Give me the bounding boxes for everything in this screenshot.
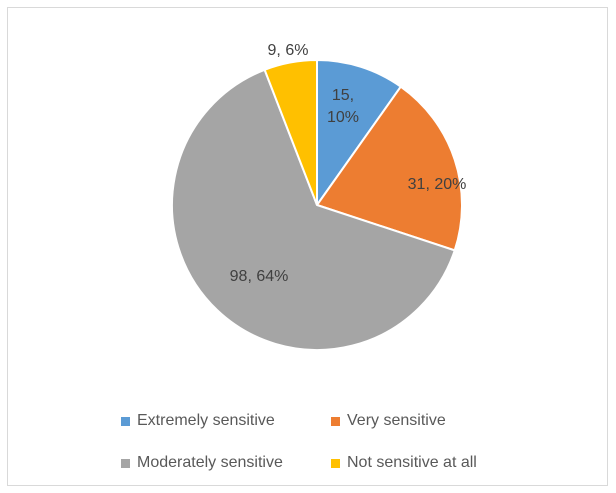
legend-item-not-sensitive-at-all: Not sensitive at all: [331, 454, 477, 472]
legend-item-very-sensitive: Very sensitive: [331, 412, 446, 430]
legend-label: Very sensitive: [347, 412, 446, 429]
legend-item-moderately-sensitive: Moderately sensitive: [121, 454, 283, 472]
pie-slice-extremely-sensitive: [316, 58, 403, 209]
legend-swatch: [331, 458, 340, 468]
legend-label: Moderately sensitive: [137, 454, 283, 471]
data-label-moderately-sensitive: 98, 64%: [230, 268, 289, 285]
legend-item-extremely-sensitive: Extremely sensitive: [121, 412, 275, 430]
legend-swatch: [121, 416, 130, 426]
legend-swatch: [331, 416, 340, 426]
data-label-very-sensitive: 31, 20%: [408, 176, 467, 193]
legend-swatch: [121, 458, 130, 468]
data-label-extremely-sensitive: 15, 10%: [327, 87, 359, 126]
pie-chart: 15, 10% 31, 20% 98, 64% 9, 6%: [171, 42, 467, 351]
chart-area: 15, 10% 31, 20% 98, 64% 9, 6% Extremely sens…: [7, 7, 608, 486]
legend-label: Extremely sensitive: [137, 412, 275, 429]
pie-slice-not-sensitive-at-all: [263, 58, 318, 206]
legend-label: Not sensitive at all: [347, 454, 477, 471]
pie-slice-moderately-sensitive: [171, 68, 456, 351]
data-label-not-sensitive-at-all: 9, 6%: [268, 42, 309, 59]
pie-slice-very-sensitive: [315, 85, 463, 252]
